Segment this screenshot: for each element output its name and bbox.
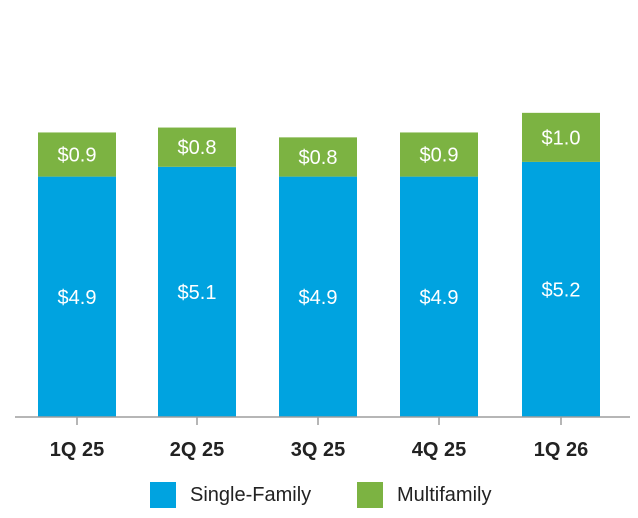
legend-item-multifamily: Multifamily (357, 480, 491, 510)
x-tick-label-1q-25: 1Q 25 (50, 439, 104, 461)
data-label-single-family-3q-25: $4.9 (299, 287, 338, 309)
bar-single-family-2q-25 (158, 166, 236, 417)
legend: Single-Family Multifamily (0, 480, 638, 510)
bar-single-family-1q-26 (522, 161, 600, 417)
x-axis-ticks (76, 417, 562, 425)
x-tick-label-3q-25: 3Q 25 (291, 439, 345, 461)
bar-single-family-4q-25 (400, 176, 478, 417)
legend-swatch-multifamily (357, 482, 383, 508)
data-label-single-family-4q-25: $4.9 (420, 287, 459, 309)
data-label-multifamily-1q-25: $0.9 (58, 145, 97, 167)
x-tick-label-4q-25: 4Q 25 (412, 439, 466, 461)
data-label-single-family-2q-25: $5.1 (178, 282, 217, 304)
data-label-multifamily-1q-26: $1.0 (542, 127, 581, 149)
chart-plot-area: $4.9 $0.9 $5.1 $0.8 $4.9 $0.8 $4.9 $0.9 $5.2 $1.0… (15, 112, 630, 461)
data-label-single-family-1q-25: $4.9 (58, 287, 97, 309)
data-label-single-family-1q-26: $5.2 (542, 279, 581, 301)
legend-label-multifamily: Multifamily (397, 483, 492, 506)
bar-multifamily-1q-25 (38, 132, 116, 177)
bars-group: $4.9 $0.9 $5.1 $0.8 $4.9 $0.8 $4.9 $0.9 $5.2 $1.0 (38, 112, 600, 417)
x-tick-label-1q-26: 1Q 26 (534, 439, 588, 461)
data-label-multifamily-4q-25: $0.9 (420, 145, 459, 167)
bar-multifamily-4q-25 (400, 132, 478, 177)
bar-multifamily-1q-26 (522, 112, 600, 162)
x-axis-labels: 1Q 25 2Q 25 3Q 25 4Q 25 1Q 26 (50, 439, 588, 461)
bar-multifamily-3q-25 (279, 137, 357, 177)
legend-swatch-single-family (150, 482, 176, 508)
bar-single-family-1q-25 (38, 176, 116, 417)
data-label-multifamily-3q-25: $0.8 (299, 147, 338, 169)
data-label-multifamily-2q-25: $0.8 (178, 137, 217, 159)
legend-item-single-family: Single-Family (150, 480, 311, 510)
legend-label-single-family: Single-Family (190, 483, 312, 506)
bar-multifamily-2q-25 (158, 127, 236, 167)
x-tick-label-2q-25: 2Q 25 (170, 439, 224, 461)
bar-single-family-3q-25 (279, 176, 357, 417)
